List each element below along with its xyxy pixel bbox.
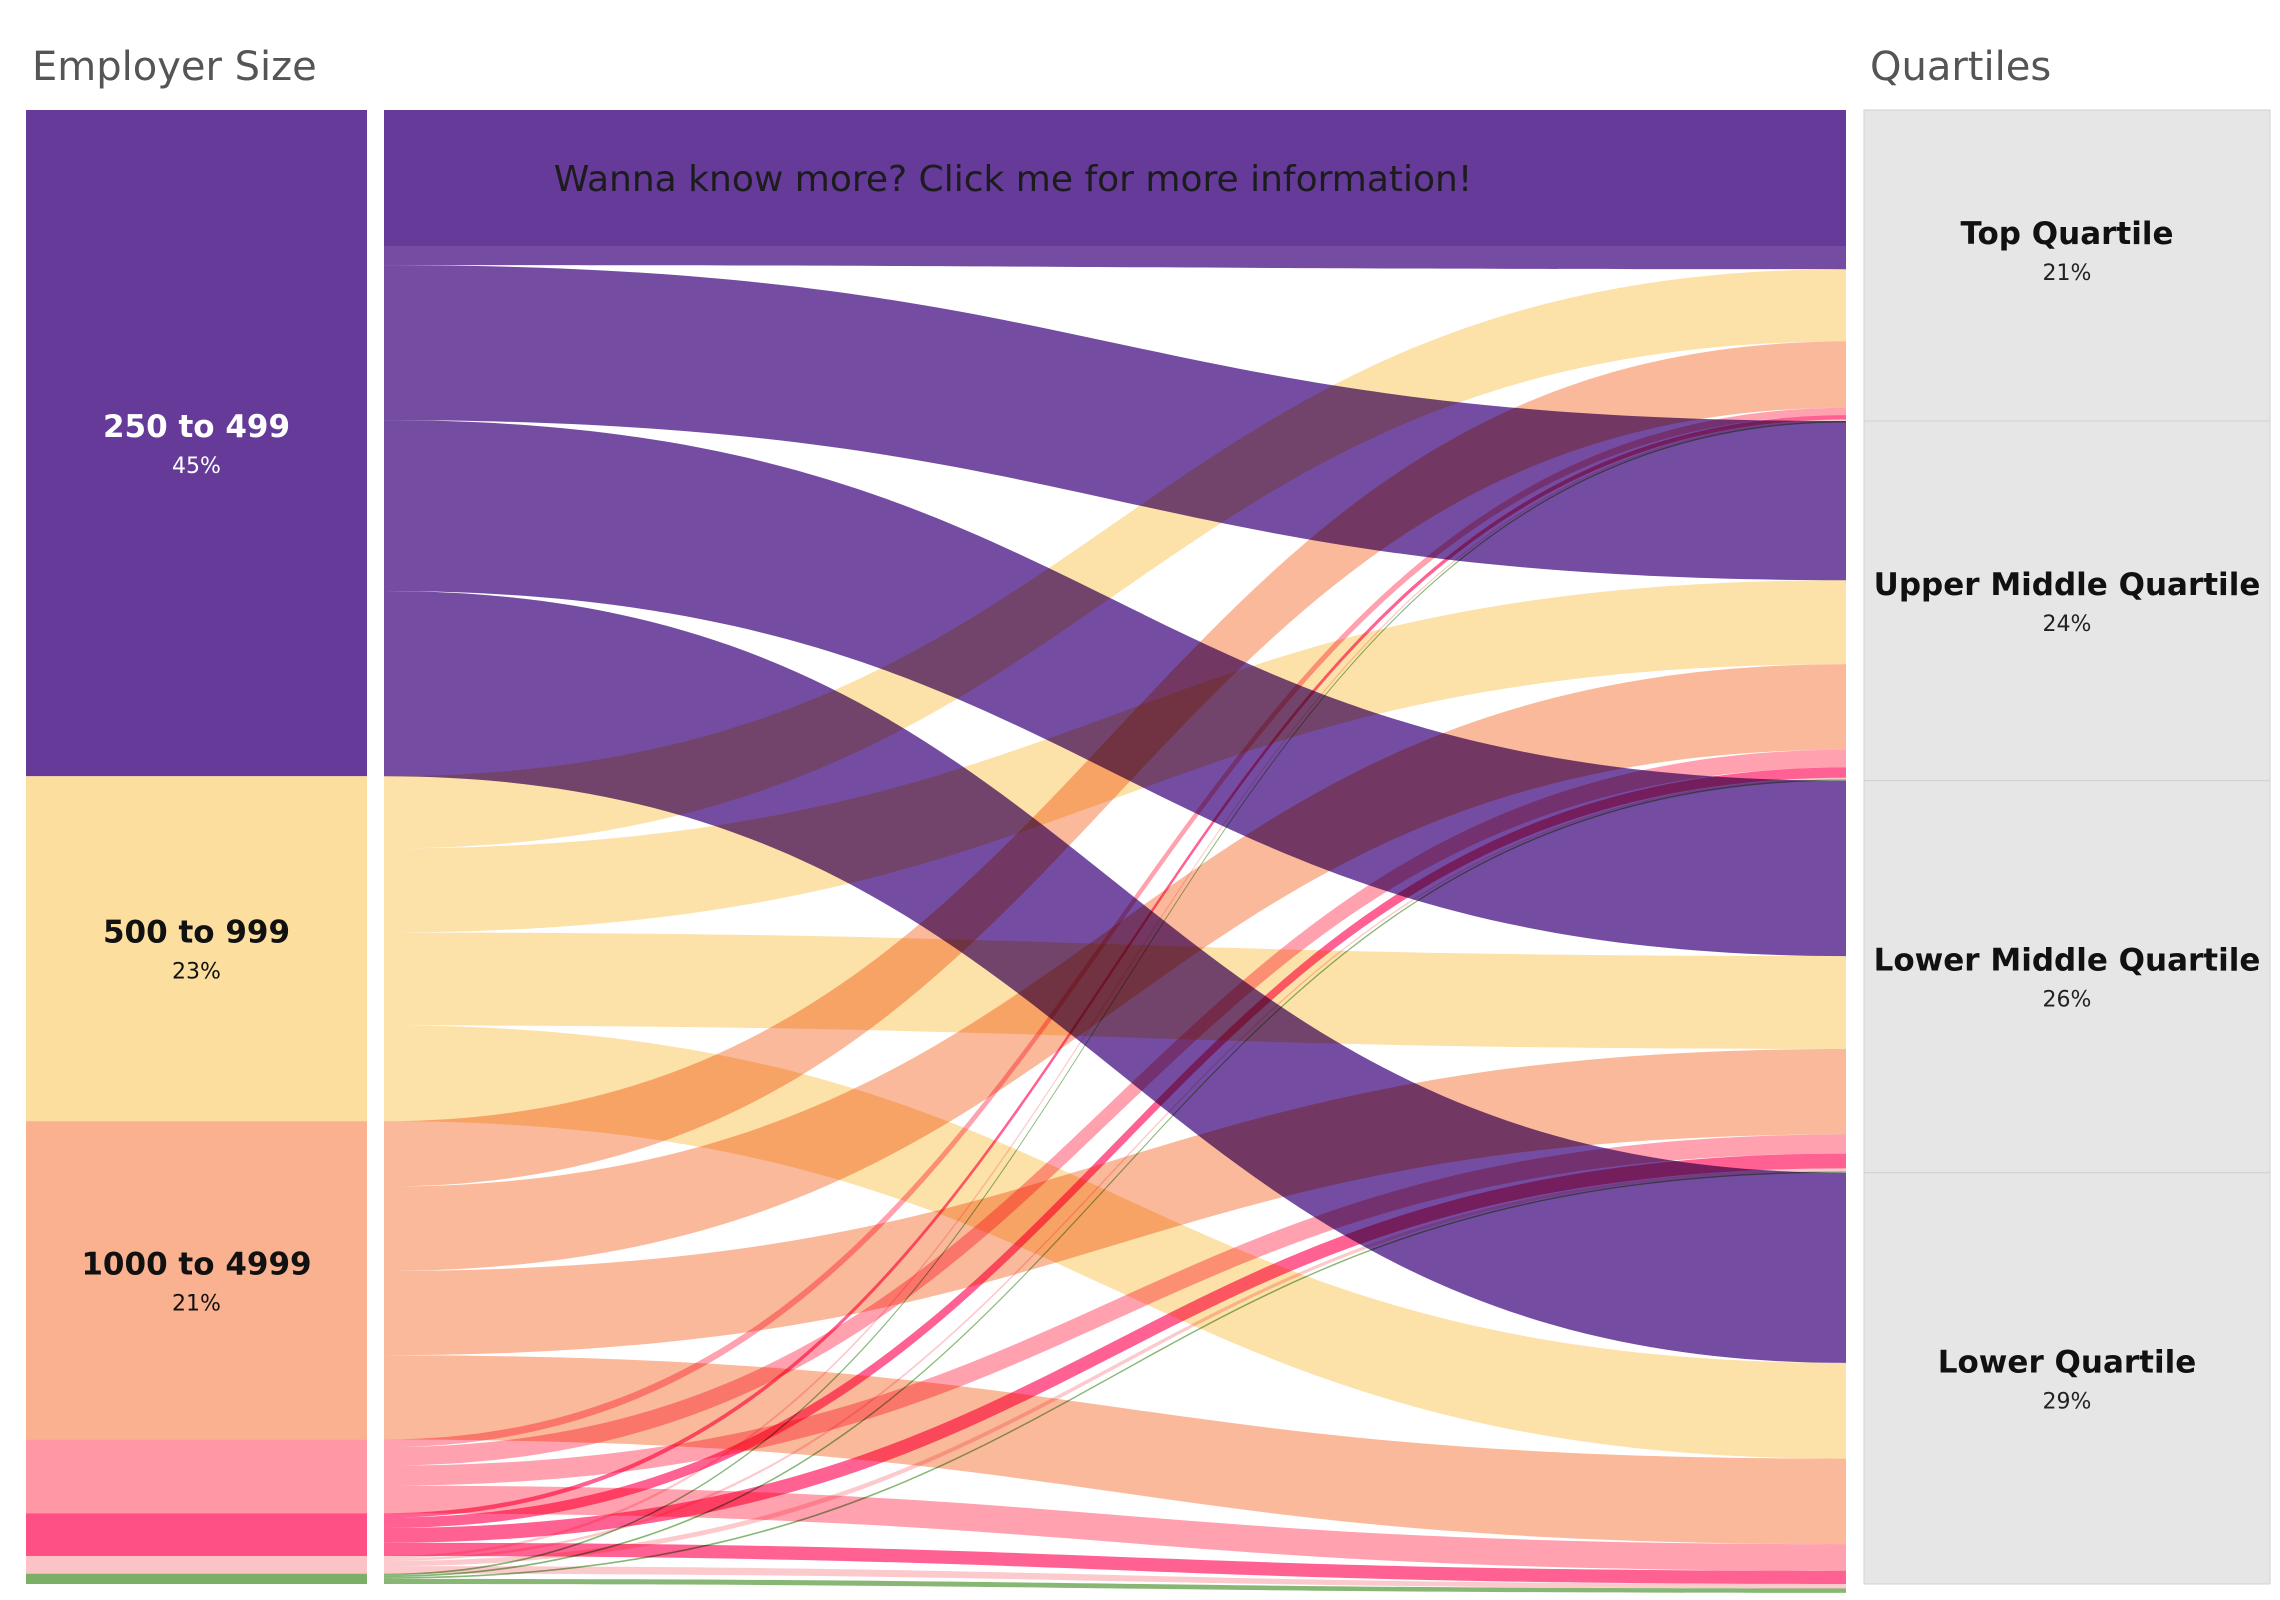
flow-not-provided-to-top-quartile[interactable] bbox=[384, 421, 1846, 1576]
quartile-percent: 24% bbox=[2043, 612, 2092, 637]
source-percent: 45% bbox=[172, 454, 221, 479]
source-percent: 21% bbox=[172, 1291, 221, 1316]
source-bar-500-to-999[interactable] bbox=[26, 776, 367, 1122]
quartile-box-upper-middle-quartile[interactable] bbox=[1863, 420, 2271, 782]
source-less-than-250[interactable] bbox=[26, 1555, 367, 1574]
info-banner[interactable]: Wanna know more? Click me for more infor… bbox=[384, 110, 1846, 246]
source-bar-250-to-499[interactable] bbox=[26, 110, 367, 777]
flow-not-provided-to-lower-middle-quartile[interactable] bbox=[384, 1171, 1846, 1579]
source-20-000-or-more[interactable] bbox=[26, 1513, 367, 1556]
source-bar-not-provided[interactable] bbox=[26, 1573, 367, 1584]
quartile-box-lower-middle-quartile[interactable] bbox=[1863, 780, 2271, 1174]
flow-less-than-250-to-lower-quartile[interactable] bbox=[384, 1566, 1846, 1589]
flow-20-000-or-more-to-lower-middle-quartile[interactable] bbox=[384, 1153, 1846, 1543]
quartile-label: Upper Middle Quartile bbox=[1874, 567, 2261, 603]
flow-not-provided-to-lower-quartile[interactable] bbox=[384, 1578, 1846, 1593]
quartile-top-quartile[interactable]: Top Quartile 21% bbox=[1863, 109, 2271, 422]
quartile-percent: 29% bbox=[2043, 1389, 2092, 1414]
flows-layer bbox=[384, 110, 1846, 1593]
source-label: 500 to 999 bbox=[103, 915, 290, 951]
flow-5000-to-19-999-to-lower-quartile[interactable] bbox=[384, 1485, 1846, 1571]
source-bar-5000-to-19-999[interactable] bbox=[26, 1439, 367, 1514]
flow-less-than-250-to-top-quartile[interactable] bbox=[384, 419, 1846, 1559]
quartile-percent: 26% bbox=[2043, 988, 2092, 1013]
right-panel-title: Quartiles bbox=[1870, 44, 2051, 90]
source-5000-to-19-999[interactable] bbox=[26, 1439, 367, 1514]
flow-20-000-or-more-to-top-quartile[interactable] bbox=[384, 415, 1846, 1518]
flow-250-to-499-to-lower-middle-quartile[interactable] bbox=[384, 420, 1846, 957]
flow-less-than-250-to-upper-middle-quartile[interactable] bbox=[384, 777, 1846, 1562]
flow-1000-to-4999-to-top-quartile[interactable] bbox=[384, 341, 1846, 1187]
quartile-label: Lower Quartile bbox=[1938, 1344, 2197, 1380]
quartile-lower-quartile[interactable]: Lower Quartile 29% bbox=[1863, 1172, 2271, 1585]
source-percent: 23% bbox=[172, 960, 221, 985]
quartile-boxes: Top Quartile 21% Upper Middle Quartile 24% L… bbox=[1863, 109, 2271, 1585]
flow-20-000-or-more-to-upper-middle-quartile[interactable] bbox=[384, 767, 1846, 1528]
quartile-percent: 21% bbox=[2043, 261, 2092, 286]
flow-less-than-250-to-lower-middle-quartile[interactable] bbox=[384, 1168, 1846, 1567]
source-label: 250 to 499 bbox=[103, 409, 290, 445]
flow-not-provided-to-upper-middle-quartile[interactable] bbox=[384, 779, 1846, 1578]
info-banner-text[interactable]: Wanna know more? Click me for more infor… bbox=[554, 159, 1473, 200]
source-250-to-499[interactable]: 250 to 499 45% bbox=[26, 110, 367, 777]
quartile-label: Lower Middle Quartile bbox=[1874, 943, 2261, 979]
flow-1000-to-4999-to-lower-middle-quartile[interactable] bbox=[384, 1048, 1846, 1356]
quartile-label: Top Quartile bbox=[1960, 216, 2173, 252]
source-bar-less-than-250[interactable] bbox=[26, 1555, 367, 1574]
info-banner-background[interactable] bbox=[384, 110, 1846, 246]
source-bars: 250 to 499 45% 500 to 999 23% 1000 to 4999 21… bbox=[26, 110, 367, 1584]
source-label: 1000 to 4999 bbox=[81, 1246, 311, 1282]
flow-5000-to-19-999-to-top-quartile[interactable] bbox=[384, 407, 1846, 1448]
flow-5000-to-19-999-to-upper-middle-quartile[interactable] bbox=[384, 749, 1846, 1466]
quartile-upper-middle-quartile[interactable]: Upper Middle Quartile 24% bbox=[1863, 420, 2271, 782]
source-500-to-999[interactable]: 500 to 999 23% bbox=[26, 776, 367, 1122]
source-bar-20-000-or-more[interactable] bbox=[26, 1513, 367, 1556]
flow-5000-to-19-999-to-lower-middle-quartile[interactable] bbox=[384, 1134, 1846, 1486]
quartile-lower-middle-quartile[interactable]: Lower Middle Quartile 26% bbox=[1863, 780, 2271, 1174]
quartile-box-top-quartile[interactable] bbox=[1863, 109, 2271, 422]
left-panel-title: Employer Size bbox=[32, 44, 317, 90]
flow-250-to-499-to-upper-middle-quartile[interactable] bbox=[384, 265, 1846, 581]
flow-1000-to-4999-to-lower-quartile[interactable] bbox=[384, 1355, 1846, 1545]
quartile-box-lower-quartile[interactable] bbox=[1863, 1172, 2271, 1585]
source-not-provided[interactable] bbox=[26, 1573, 367, 1584]
flow-20-000-or-more-to-lower-quartile[interactable] bbox=[384, 1542, 1846, 1584]
flow-500-to-999-to-top-quartile[interactable] bbox=[384, 269, 1846, 849]
source-bar-1000-to-4999[interactable] bbox=[26, 1121, 367, 1440]
source-1000-to-4999[interactable]: 1000 to 4999 21% bbox=[26, 1121, 367, 1440]
